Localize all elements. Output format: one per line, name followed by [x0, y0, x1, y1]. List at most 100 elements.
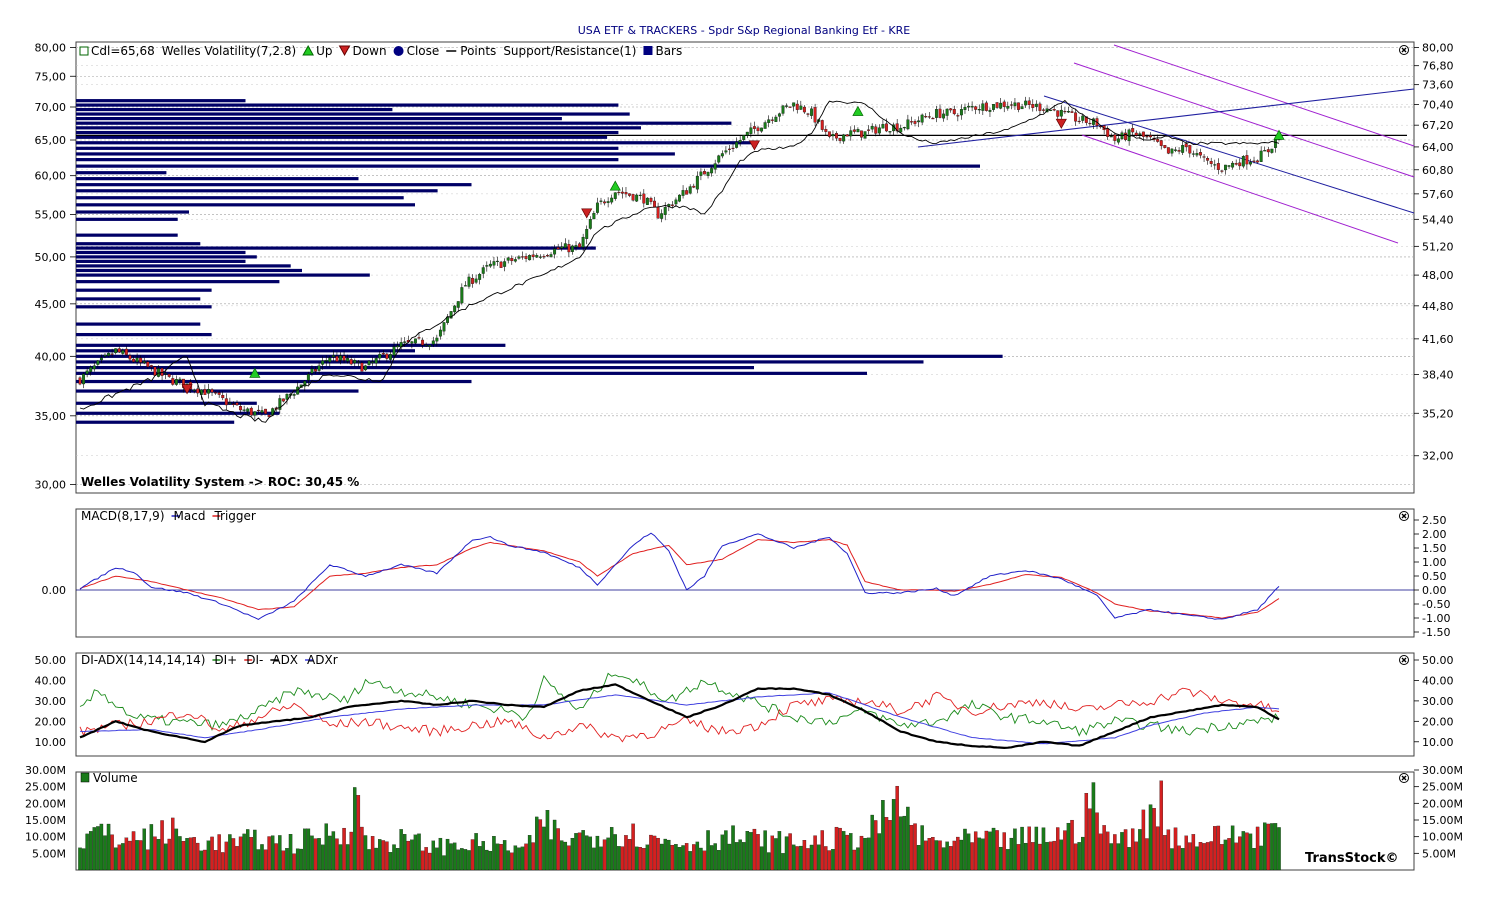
volume-bar — [442, 855, 446, 871]
volume-bar — [1063, 830, 1067, 871]
volume-bar — [913, 823, 917, 871]
candle-body — [938, 108, 942, 118]
volume-bar — [435, 847, 439, 871]
volume-bar — [135, 840, 139, 871]
candle-body — [963, 107, 967, 110]
volume-bar — [138, 840, 143, 871]
candle-body — [749, 127, 753, 134]
volume-profile-bar — [76, 354, 1003, 358]
volume-bar — [163, 843, 168, 871]
candle-body — [856, 129, 860, 133]
volume-bar — [774, 838, 778, 871]
volume-profile-bar — [76, 135, 608, 139]
candle-body — [110, 353, 114, 355]
volume-profile-bar — [76, 233, 178, 237]
candle-body — [1238, 162, 1242, 167]
volume-bar — [278, 835, 282, 871]
down-signal-marker — [581, 208, 593, 219]
y2-tick-label: 44,80 — [1422, 300, 1454, 313]
candle-body — [310, 368, 314, 374]
volume-bar — [923, 840, 928, 871]
volume-bar — [560, 840, 564, 871]
candle-body — [442, 322, 446, 332]
volume-bar — [1273, 823, 1278, 871]
volume-bar — [1027, 826, 1031, 871]
candle-body — [763, 122, 767, 129]
candle-body — [103, 354, 107, 357]
candle-body — [806, 113, 810, 115]
candle-body — [1202, 156, 1206, 158]
volume-bar — [96, 826, 100, 871]
candle-body — [167, 374, 171, 377]
candle-body — [1156, 139, 1160, 142]
volume-bar — [149, 824, 154, 871]
volume-bar — [242, 833, 246, 871]
volume-bar — [438, 837, 443, 871]
candle-body — [210, 389, 214, 393]
candle-body — [620, 191, 624, 194]
volume-bar — [570, 837, 575, 871]
candle-body — [1181, 145, 1185, 153]
up-signal-marker — [609, 180, 621, 191]
candle-body — [760, 127, 764, 132]
volume-bar — [417, 833, 421, 871]
volume-bar — [599, 846, 603, 871]
candle-body — [945, 108, 949, 116]
candle-body — [128, 355, 132, 360]
volume-bar — [956, 836, 960, 871]
volume-bar — [856, 847, 860, 871]
candle-body — [1266, 149, 1270, 153]
candle-body — [906, 119, 910, 130]
candle-body — [221, 394, 225, 399]
candle-body — [1134, 132, 1138, 136]
close-icon[interactable] — [1399, 655, 1409, 665]
candle-body — [870, 126, 874, 130]
y2-tick-label: 48,00 — [1422, 269, 1454, 282]
candle-body — [78, 377, 82, 385]
close-icon[interactable] — [1399, 773, 1409, 783]
volume-bar — [1070, 819, 1074, 871]
candle-body — [306, 373, 310, 381]
candle-body — [1031, 104, 1035, 108]
candle-body — [1138, 133, 1142, 135]
candle-body — [385, 353, 389, 359]
volume-profile-bar — [76, 130, 619, 135]
volume-bar — [759, 846, 764, 871]
volume-bar — [1163, 835, 1167, 871]
candle-body — [367, 360, 371, 366]
volume-bar — [702, 850, 707, 871]
close-icon[interactable] — [1399, 45, 1409, 55]
volume-bar — [288, 834, 293, 871]
candle-body — [96, 360, 100, 365]
y2-tick-label: 57,60 — [1422, 188, 1454, 201]
candle-body — [592, 213, 596, 220]
candle-body — [570, 245, 574, 252]
volume-bar — [1034, 826, 1039, 871]
volume-bar — [1045, 842, 1049, 871]
volume-bar — [378, 839, 382, 871]
volume-profile-bar — [76, 183, 472, 187]
volume-profile-bar — [76, 126, 641, 130]
candle-body — [528, 255, 532, 261]
candle-body — [431, 340, 435, 345]
candle-body — [364, 365, 367, 371]
volume-bar — [766, 852, 771, 871]
volume-bar — [370, 836, 375, 871]
volume-bar — [270, 835, 275, 871]
close-icon[interactable] — [1399, 511, 1409, 521]
volume-bar — [927, 838, 932, 871]
candle-body — [560, 246, 564, 249]
volume-bar — [1245, 832, 1249, 871]
candle-body — [1038, 103, 1042, 111]
volume-bar — [196, 842, 200, 871]
volume-bar — [160, 820, 164, 871]
candle-body — [463, 285, 467, 287]
volume-profile-bar — [76, 171, 167, 175]
candle-body — [424, 344, 428, 347]
y2-tick-label: 10.00M — [1422, 831, 1463, 844]
candle-body — [774, 116, 778, 122]
legend-label: Welles Volatility(7,2.8) — [162, 44, 296, 58]
volume-bar — [1173, 827, 1178, 871]
volume-bar — [1148, 804, 1153, 871]
volume-bar — [128, 840, 132, 871]
